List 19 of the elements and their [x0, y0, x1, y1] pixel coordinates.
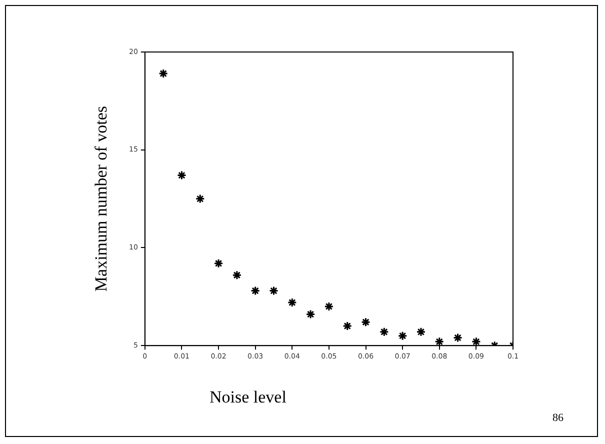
point	[342, 321, 352, 331]
point	[306, 310, 316, 320]
point	[214, 258, 224, 268]
point	[361, 317, 371, 327]
y-axis-title: Maximum number of votes	[91, 106, 110, 292]
point	[158, 68, 168, 78]
point	[398, 331, 408, 341]
point	[176, 170, 186, 180]
text: 86	[552, 412, 564, 424]
point	[324, 302, 334, 312]
point	[416, 327, 426, 337]
point	[453, 333, 463, 343]
point	[250, 286, 260, 296]
point	[268, 286, 278, 296]
x-axis-title: Noise level	[209, 387, 287, 406]
point	[379, 327, 389, 337]
point	[287, 298, 297, 308]
point	[232, 270, 242, 280]
point	[195, 194, 205, 204]
